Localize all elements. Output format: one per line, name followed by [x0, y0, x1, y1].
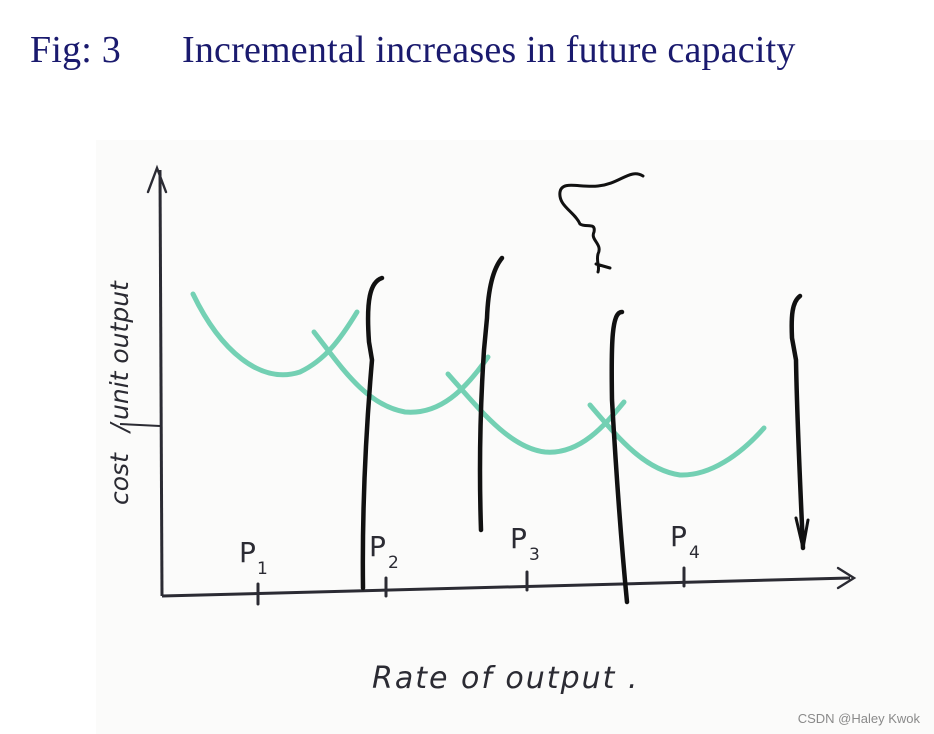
y-axis-divider-tick [119, 423, 161, 427]
watermark: CSDN @Haley Kwok [797, 711, 920, 726]
y-axis-label-slash: / [105, 421, 134, 434]
tick-label-p3: P [510, 522, 527, 555]
y-axis [158, 169, 164, 597]
drawing-paper [96, 140, 934, 734]
squiggle-scribble [558, 172, 645, 274]
expansion-line-3 [609, 309, 630, 605]
tick-label-p1: P [239, 536, 256, 569]
tick-label-p2-sub: 2 [388, 553, 399, 573]
expansion-line-4 [789, 293, 806, 551]
y-axis-arrow [146, 164, 168, 194]
figure-number: Fig: 3 [30, 29, 121, 71]
expansion-line-1 [360, 275, 385, 591]
expansion-lines [360, 255, 810, 605]
tick-label-p4: P [670, 520, 687, 553]
tick-label-p1-sub: 1 [257, 559, 268, 579]
x-axis-ticks [256, 566, 686, 606]
expansion-line-2 [477, 255, 505, 533]
y-axis-label-group: cost / unit output [105, 280, 134, 505]
expansion-line-4-arrow [794, 516, 810, 549]
tick-labels: P 1 P 2 P 3 P 4 [239, 520, 700, 579]
x-axis-label: Rate of output . [372, 661, 639, 696]
y-axis-label-unit-output: unit output [105, 280, 134, 420]
cost-curves [190, 291, 767, 478]
tick-label-p3-sub: 3 [529, 545, 540, 565]
y-axis-label-cost: cost [105, 452, 134, 505]
figure-title: Incremental increases in future capacity [182, 29, 796, 71]
x-axis [161, 576, 851, 598]
cost-curve-3 [445, 371, 627, 455]
x-axis-arrow [836, 566, 857, 590]
tick-label-p2: P [369, 530, 386, 563]
tick-label-p4-sub: 4 [689, 543, 700, 563]
cost-curve-1 [190, 291, 360, 378]
cost-curve-2 [311, 329, 491, 415]
